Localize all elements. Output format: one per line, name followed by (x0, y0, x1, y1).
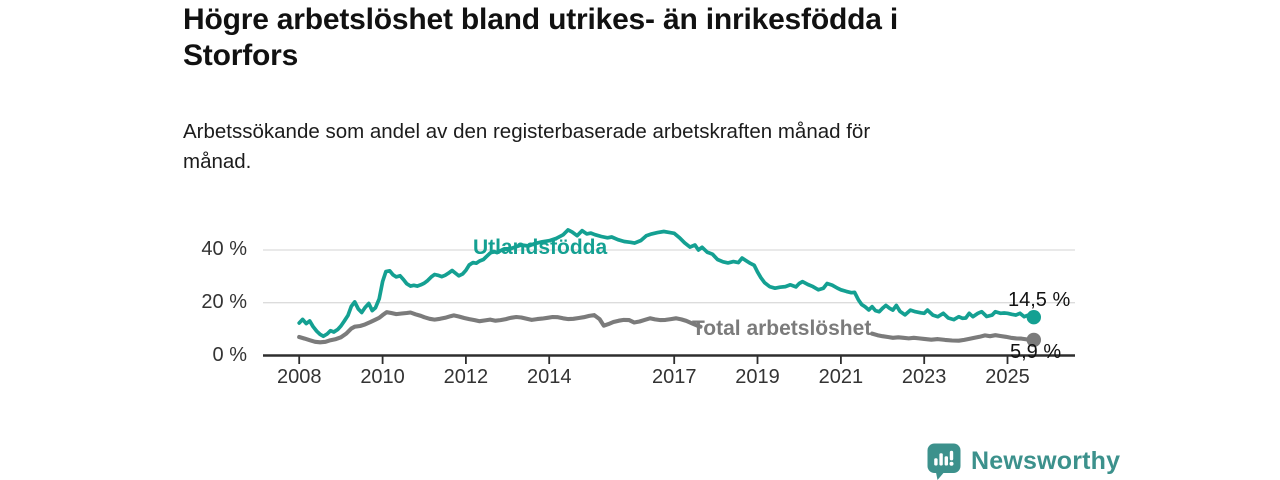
page-title: Högre arbetslöshet bland utrikes- än inr… (183, 2, 1053, 74)
bar-chart-speech-bubble-icon (927, 443, 961, 480)
series-line (297, 310, 703, 345)
series-line (297, 228, 1036, 339)
end-value-label-utlandsfodda: 14,5 % (1008, 289, 1071, 311)
page-subtitle-line-1: Arbetssökande som andel av den registerb… (183, 120, 871, 143)
x-axis-tick-label: 2012 (443, 365, 489, 388)
page-subtitle-line-2: månad. (183, 150, 252, 173)
series-label-utlandsfodda: Utlandsfödda (473, 236, 608, 259)
page-subtitle: Arbetssökande som andel av den registerb… (183, 117, 1063, 177)
x-axis-tick-label: 2019 (735, 365, 780, 388)
page-title-line-1: Högre arbetslöshet bland utrikes- än inr… (183, 3, 898, 36)
x-axis-tick-label: 2017 (651, 365, 697, 388)
series-end-dot (1026, 310, 1042, 325)
x-axis-tick-label: 2010 (360, 365, 405, 388)
x-axis-tick-label: 2025 (985, 365, 1030, 388)
series-line (870, 331, 1036, 343)
newsworthy-logo: Newsworthy (926, 441, 1120, 480)
x-axis-tick-label: 2014 (526, 365, 572, 388)
newsworthy-brand-text: Newsworthy (971, 447, 1121, 475)
y-axis-tick-label: 0 % (212, 343, 247, 366)
x-axis-tick-label: 2023 (901, 365, 947, 388)
x-axis-tick-label: 2021 (818, 365, 864, 388)
x-axis-tick-label: 2008 (276, 365, 322, 388)
series-label-total-arbetsloshet: Total arbetslöshet (692, 317, 872, 340)
series-end-dot (1026, 332, 1042, 348)
y-axis-tick-label: 40 % (201, 237, 247, 260)
end-value-label-total-arbetsloshet: 5,9 % (1010, 341, 1062, 363)
y-axis-tick-label: 20 % (201, 290, 247, 313)
page-title-line-2: Storfors (183, 39, 299, 72)
